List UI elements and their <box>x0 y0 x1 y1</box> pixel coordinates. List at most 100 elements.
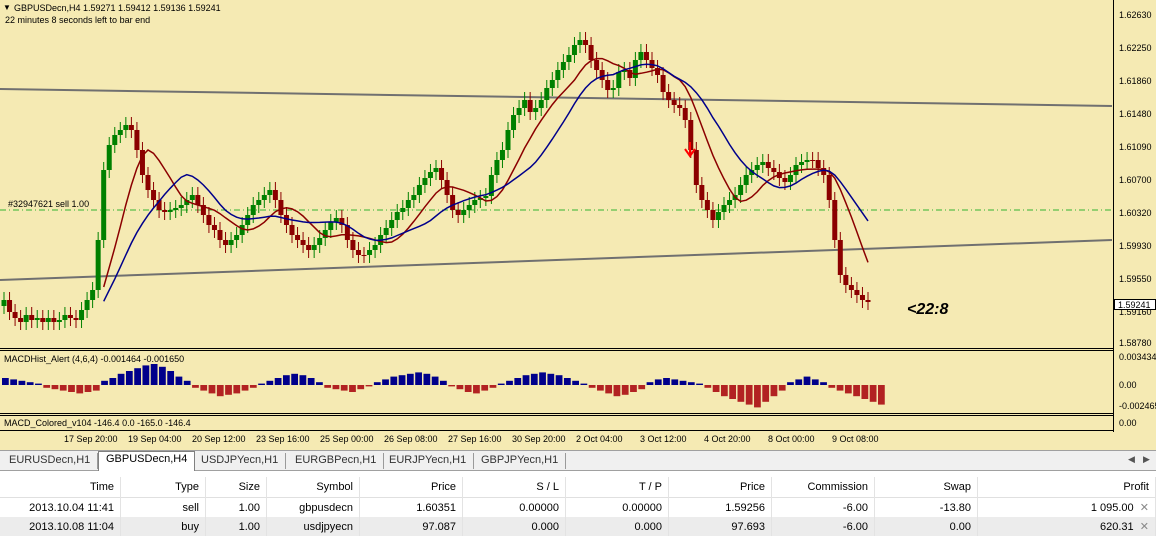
col-header-type[interactable]: Type <box>120 477 206 498</box>
macd-colored-pane[interactable] <box>0 416 1114 430</box>
tab-eurgbp[interactable]: EURGBPecn,H1 <box>288 453 385 469</box>
macd-hist-bar <box>605 385 613 394</box>
close-icon[interactable]: ✕ <box>1139 521 1149 533</box>
trade-time: 2013.10.08 11:04 <box>0 517 121 536</box>
table-row[interactable]: 2013.10.04 11:41 sell 1.00 gbpusdecn 1.6… <box>0 497 1156 517</box>
macd-hist-bar <box>291 373 299 385</box>
candle-body <box>278 200 284 215</box>
tab-usdjpy[interactable]: USDJPYecn,H1 <box>194 453 287 469</box>
candle-body <box>621 70 627 72</box>
price-axis-label: 1.59550 <box>1119 274 1152 284</box>
candle-body <box>361 255 367 256</box>
macd-hist-bar <box>704 385 712 388</box>
close-icon[interactable]: ✕ <box>1139 502 1149 514</box>
macd-hist-bar <box>225 385 232 395</box>
col-header-sl[interactable]: S / L <box>462 477 566 498</box>
candle-body <box>162 210 168 212</box>
macd-hist-bar <box>117 373 125 385</box>
candle-body <box>544 88 550 100</box>
col-header-symbol[interactable]: Symbol <box>266 477 360 498</box>
col-header-time[interactable]: Time <box>0 477 121 498</box>
chart-menu-triangle-down-icon[interactable]: ▼ <box>3 3 11 12</box>
candle-body <box>228 240 234 245</box>
col-header-swap[interactable]: Swap <box>874 477 978 498</box>
tab-eurusd[interactable]: EURUSDecn,H1 <box>2 453 99 469</box>
tab-eurjpy[interactable]: EURJPYecn,H1 <box>382 453 475 469</box>
macd-hist-bar <box>332 385 340 390</box>
chart-window[interactable]: ▼ GBPUSDecn,H4 1.59271 1.59412 1.59136 1… <box>0 0 1156 450</box>
candle-body <box>826 175 832 200</box>
time-axis-label: 4 Oct 20:00 <box>704 434 751 444</box>
candle-body <box>671 100 677 105</box>
tab-gbpusd[interactable]: GBPUSDecn,H4 <box>98 451 196 471</box>
macd-hist-bar <box>373 382 381 385</box>
candle-body <box>344 225 350 240</box>
arrow-right-icon[interactable]: ▶ <box>1143 454 1150 464</box>
candle-body <box>799 162 805 165</box>
trendline[interactable] <box>0 88 1113 107</box>
arrow-left-icon[interactable]: ◀ <box>1128 454 1135 464</box>
countdown-label: <22:8 <box>907 301 949 318</box>
macd-hist-bar <box>92 385 100 391</box>
candle-body <box>865 300 871 302</box>
macd-hist-bar <box>530 373 538 385</box>
price-axis-label: 1.62250 <box>1119 43 1152 53</box>
candle-body <box>295 235 301 240</box>
col-header-profit[interactable]: Profit <box>977 477 1156 498</box>
trendline[interactable] <box>0 239 1113 281</box>
col-header-commission[interactable]: Commission <box>771 477 875 498</box>
macd-hist-bar <box>448 385 456 387</box>
macd-hist-bar <box>258 383 265 385</box>
macd-hist-bar <box>216 385 224 397</box>
macd-hist-bar <box>630 385 637 392</box>
candle-body <box>488 175 494 196</box>
candle-body <box>693 150 699 185</box>
time-axis-label: 23 Sep 16:00 <box>256 434 310 444</box>
candle-body <box>666 92 672 100</box>
candle-body <box>339 218 345 225</box>
macd-hist-bar <box>299 375 307 385</box>
trade-table: Time Type Size Symbol Price S / L T / P … <box>0 477 1156 536</box>
macd-hist-bar <box>423 373 431 385</box>
col-header-size[interactable]: Size <box>205 477 267 498</box>
candle-body <box>256 200 262 205</box>
macd-hist-bar <box>192 385 199 388</box>
candle-body <box>848 285 854 290</box>
macd-hist-bar <box>183 380 191 385</box>
price-chart[interactable] <box>0 0 1114 348</box>
candle-body <box>101 170 107 240</box>
candle-body <box>239 225 245 235</box>
macd-hist-bar <box>737 385 745 402</box>
macd-hist-bar <box>2 378 9 385</box>
price-pane[interactable] <box>0 0 1114 348</box>
trade-size: 1.00 <box>205 497 267 517</box>
macd-hist-bar <box>572 380 579 385</box>
candle-body <box>117 130 123 135</box>
macd-hist-bar <box>621 385 629 395</box>
col-header-tp[interactable]: T / P <box>565 477 669 498</box>
macd-hist-bar <box>762 385 770 402</box>
macd-hist-bar <box>687 382 695 385</box>
candle-body <box>815 160 821 168</box>
macd-hist-bar <box>43 385 51 388</box>
trade-open-price: 1.60351 <box>359 497 463 517</box>
candle-body <box>787 175 793 182</box>
candle-body <box>427 172 433 178</box>
candle-body <box>655 68 661 75</box>
candle-body <box>383 228 389 235</box>
trade-swap: 0.00 <box>874 517 978 536</box>
candle-body <box>322 230 328 238</box>
candle-body <box>583 40 589 45</box>
table-row[interactable]: 2013.10.08 11:04 buy 1.00 usdjpyecn 97.0… <box>0 517 1156 536</box>
macd-hist-axis-label: 0.003434 <box>1119 352 1156 362</box>
candle-body <box>821 168 827 175</box>
macd-hist-bar <box>712 385 720 392</box>
tab-gbpjpy[interactable]: GBPJPYecn,H1 <box>474 453 567 469</box>
macd-hist-bar <box>175 376 183 385</box>
macd-hist-pane[interactable] <box>0 351 1114 413</box>
col-header-price[interactable]: Price <box>359 477 463 498</box>
candle-body <box>389 220 395 228</box>
col-header-current-price[interactable]: Price <box>668 477 772 498</box>
pane-divider <box>0 415 1114 416</box>
macd-hist-chart[interactable] <box>0 351 1114 413</box>
